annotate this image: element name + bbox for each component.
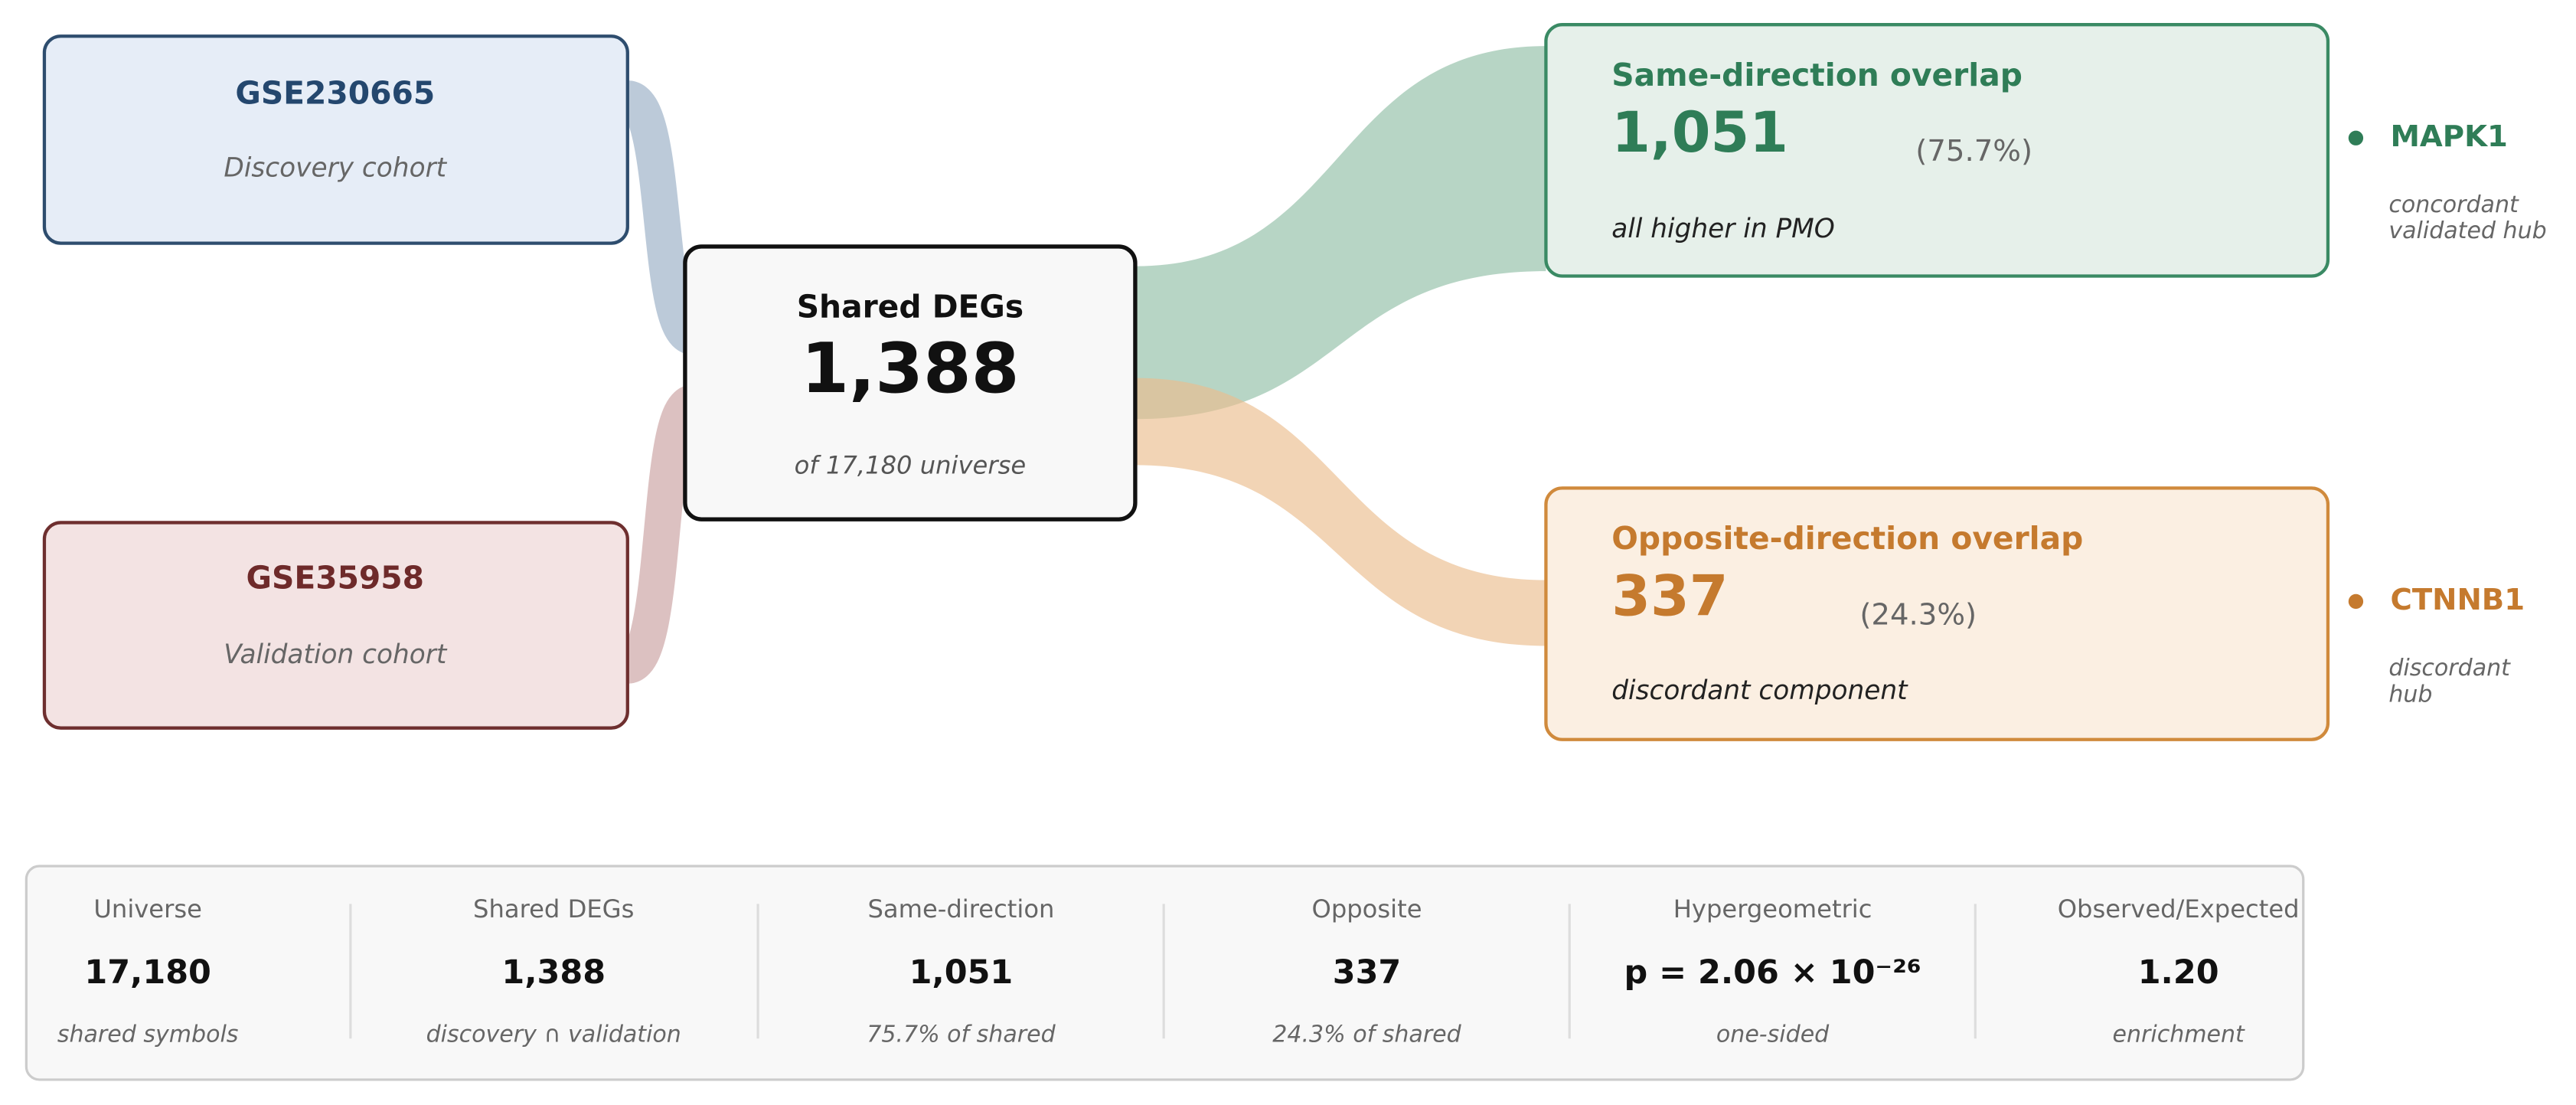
outcome-value: 337 [1611, 564, 1728, 629]
outcome-title: Same-direction overlap [1611, 57, 2023, 93]
stat-value: 337 [1333, 953, 1402, 992]
stat-label: Universe [93, 894, 202, 924]
hub-note: discordant [2388, 655, 2511, 682]
stat-note: 24.3% of shared [1272, 1022, 1461, 1048]
flow [621, 80, 701, 355]
hub-name: CTNNB1 [2390, 583, 2525, 617]
stat-value: 17,180 [84, 953, 211, 992]
outcome-percent: (24.3%) [1859, 597, 1977, 632]
stat-value: p = 2.06 × 10⁻²⁶ [1624, 953, 1921, 992]
hub-dot [2348, 593, 2364, 610]
center-box [683, 244, 1138, 521]
hub-note: hub [2388, 681, 2432, 708]
hub-dot [2348, 130, 2364, 145]
stat-label: Same-direction [867, 894, 1054, 924]
source-subtitle: Validation cohort [224, 639, 448, 670]
stat-value: 1,388 [501, 953, 606, 992]
outcome-value: 1,051 [1611, 100, 1788, 165]
flow [1135, 378, 1546, 646]
stat-label: Shared DEGs [473, 894, 634, 924]
source-id: GSE230665 [235, 74, 435, 111]
hub-name: MAPK1 [2390, 119, 2507, 154]
flow [1135, 46, 1546, 420]
stat-value: 1,051 [909, 953, 1014, 992]
outcome-box [1544, 23, 2330, 278]
outcome-box [1544, 486, 2330, 741]
stat-note: shared symbols [57, 1022, 239, 1048]
stat-label: Opposite [1311, 894, 1422, 924]
stat-note: enrichment [2113, 1022, 2246, 1048]
center-title: Shared DEGs [797, 288, 1024, 325]
stat-label: Hypergeometric [1673, 894, 1872, 924]
source-box [42, 521, 629, 730]
outcome-percent: (75.7%) [1915, 134, 2032, 168]
center-note: of 17,180 universe [795, 450, 1027, 479]
stat-label: Observed/Expected [2058, 894, 2300, 924]
source-box [42, 34, 629, 245]
outcome-note: discordant component [1611, 675, 1908, 706]
stat-note: discovery ∩ validation [426, 1022, 681, 1048]
flow [620, 384, 701, 684]
stat-note: 75.7% of shared [867, 1022, 1056, 1048]
center-value: 1,388 [801, 329, 1019, 409]
stat-note: one-sided [1716, 1022, 1830, 1048]
stats: Universe 17,180 shared symbols Shared DEGs 1… [57, 894, 2300, 1048]
outcome-title: Opposite-direction overlap [1611, 520, 2083, 557]
hub-note: concordant [2388, 191, 2519, 218]
source-subtitle: Discovery cohort [224, 153, 447, 184]
outcome-note: all higher in PMO [1611, 214, 1835, 244]
stat-value: 1.20 [2138, 953, 2219, 992]
source-id: GSE35958 [246, 560, 424, 597]
hub-note: validated hub [2388, 217, 2546, 244]
